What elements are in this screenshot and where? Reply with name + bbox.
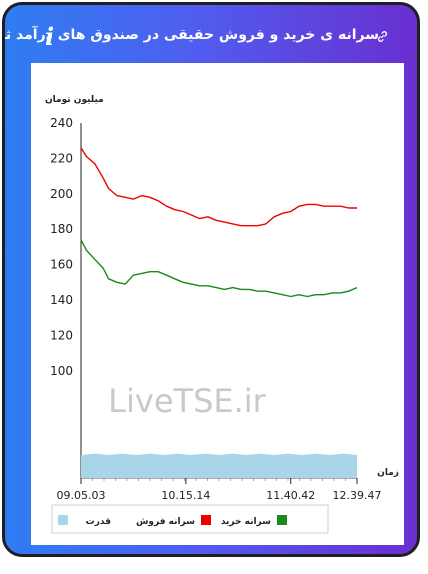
legend-swatch-sell bbox=[201, 515, 211, 525]
chart-panel: میلیون تومان زمان LiveTSE.ir 240 220 200 18… bbox=[31, 63, 404, 545]
legend-swatch-power bbox=[58, 515, 68, 525]
x-tick-label: 11.40.42 bbox=[266, 489, 315, 502]
legend-item-sell[interactable]: سرانه فروش bbox=[136, 515, 211, 527]
watermark: LiveTSE.ir bbox=[108, 382, 266, 420]
x-axis-title: زمان bbox=[377, 468, 399, 478]
sell-per-capita-line bbox=[80, 147, 357, 227]
y-tick-label: 120 bbox=[50, 328, 73, 342]
legend-item-buy[interactable]: سرانه خرید bbox=[221, 515, 287, 527]
legend-label-sell: سرانه فروش bbox=[136, 517, 195, 527]
y-tick-label: 140 bbox=[50, 293, 73, 307]
x-tick-label: 09.05.03 bbox=[57, 489, 106, 502]
link-icon[interactable] bbox=[376, 30, 389, 43]
y-tick-label: 240 bbox=[50, 116, 73, 130]
legend-item-power[interactable]: قدرت bbox=[58, 515, 111, 527]
y-tick-label: 180 bbox=[50, 222, 73, 236]
y-tick-label: 220 bbox=[50, 151, 73, 165]
legend-label-power: قدرت bbox=[86, 517, 111, 527]
info-icon[interactable]: i bbox=[45, 22, 55, 51]
legend-label-buy: سرانه خرید bbox=[221, 517, 271, 527]
y-tick-label: 200 bbox=[50, 187, 73, 201]
card-title: سرانه ی خرید و فروش حقیقی در صندوق های د… bbox=[2, 27, 379, 43]
card-header: i سرانه ی خرید و فروش حقیقی در صندوق های… bbox=[5, 5, 417, 65]
legend-swatch-buy bbox=[277, 515, 287, 525]
y-tick-label: 160 bbox=[50, 258, 73, 272]
chart-card: i سرانه ی خرید و فروش حقیقی در صندوق های… bbox=[2, 2, 420, 557]
buy-per-capita-line bbox=[80, 239, 358, 298]
power-area bbox=[81, 453, 357, 478]
y-axis-title: میلیون تومان bbox=[45, 95, 104, 105]
legend: سرانه خرید سرانه فروش قدرت bbox=[51, 504, 329, 534]
x-tick-label: 10.15.14 bbox=[161, 489, 210, 502]
y-tick-label: 100 bbox=[50, 364, 73, 378]
chart-svg: میلیون تومان زمان LiveTSE.ir 240 220 200 18… bbox=[45, 95, 399, 534]
x-tick-label: 12.39.47 bbox=[333, 489, 382, 502]
